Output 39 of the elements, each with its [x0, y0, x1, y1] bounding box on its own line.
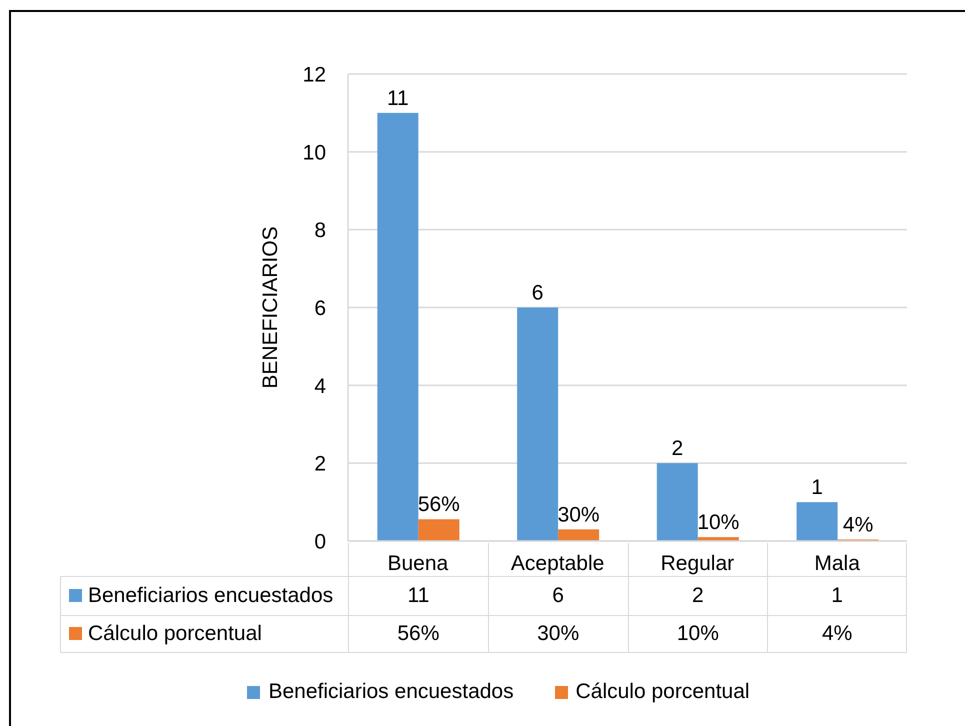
legend-label: Beneficiarios encuestados [88, 584, 334, 608]
bar [377, 112, 418, 541]
y-tick-label: 0 [314, 530, 326, 554]
y-axis-title: BENEFICIARIOS [258, 226, 282, 389]
data-label: 2 [692, 584, 704, 608]
bar [558, 529, 600, 541]
data-label: 1 [831, 584, 843, 608]
text: Cálculo porcentual [88, 622, 262, 645]
data-label: 11 [407, 584, 430, 608]
text: 4% [842, 513, 874, 536]
y-tick-label: 12 [302, 63, 326, 86]
data-label: 10% [676, 622, 719, 646]
text: 11 [386, 86, 409, 110]
x-tick-label: Buena [388, 552, 449, 575]
y-tick-label: 6 [314, 296, 326, 320]
text: 10% [697, 511, 740, 534]
bar [517, 308, 558, 541]
x-tick-label: Aceptable [510, 552, 604, 575]
x-tick-label: Mala [814, 552, 860, 575]
y-tick-label: 4 [314, 374, 326, 398]
x-tick-label: Regular [660, 552, 734, 575]
text: 56% [418, 493, 460, 516]
y-tick-label: 2 [314, 452, 326, 476]
text: 1 [811, 476, 823, 500]
bar [698, 537, 739, 541]
data-label: 6 [552, 584, 564, 608]
bar [796, 502, 838, 541]
y-tick-label: 10 [302, 141, 326, 164]
bar [656, 463, 698, 541]
bar [418, 519, 460, 541]
text: 30% [558, 503, 600, 526]
text: Beneficiarios encuestados [268, 680, 514, 703]
text: 2 [672, 437, 684, 460]
text: 6 [532, 282, 544, 304]
data-label: 4% [822, 622, 852, 646]
y-tick-label: 8 [314, 219, 326, 242]
data-label: 30% [537, 622, 580, 646]
data-label: 56% [397, 622, 440, 646]
legend-label: Cálculo porcentual [576, 680, 750, 704]
